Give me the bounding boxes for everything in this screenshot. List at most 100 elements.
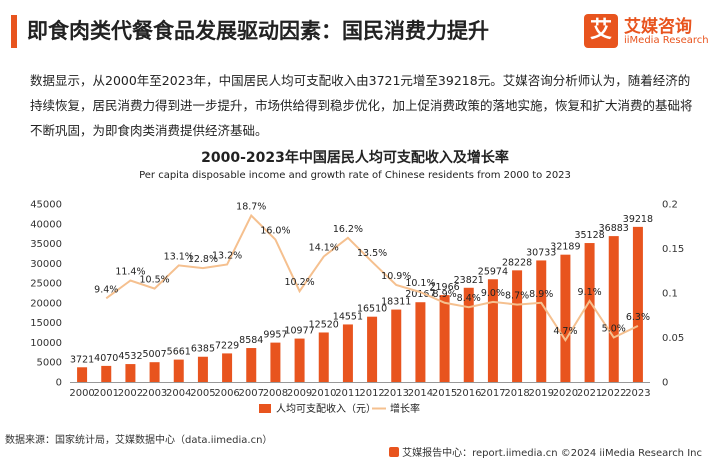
growth-label: 10.9% <box>381 271 411 282</box>
logo-text-en: iiMedia Research <box>624 35 709 46</box>
income-bar <box>367 316 378 382</box>
growth-label: 10.2% <box>284 277 314 288</box>
chart-subtitle: Per capita disposable income and growth … <box>139 170 571 181</box>
income-bar-label: 23821 <box>454 275 484 286</box>
income-bar <box>584 243 595 382</box>
income-bar <box>125 364 136 382</box>
growth-label: 10.1% <box>405 278 435 289</box>
income-bar <box>294 338 305 382</box>
income-bar-label: 12520 <box>309 319 339 330</box>
x-tick-label: 2009 <box>287 388 312 399</box>
income-bar <box>197 356 208 382</box>
report-center-icon <box>389 447 400 457</box>
left-y-axis: 0 5000 10000 15000 20000 25000 30000 35000 40000… <box>30 200 62 389</box>
x-tick-label: 2015 <box>432 388 457 399</box>
growth-label: 16.2% <box>333 224 363 235</box>
income-growth-chart: 0500010000150002000025000300003500040000… <box>30 200 684 416</box>
growth-label: 10.5% <box>139 275 169 286</box>
income-bar-label: 10977 <box>284 326 314 337</box>
income-bar-label: 5007 <box>142 349 166 360</box>
growth-label: 16.0% <box>260 226 290 237</box>
income-bar-label: 5661 <box>167 347 191 358</box>
growth-label: 11.4% <box>115 267 145 278</box>
x-tick-label: 2016 <box>456 388 481 399</box>
growth-label: 9.4% <box>94 284 118 295</box>
x-tick-label: 2022 <box>601 388 626 399</box>
x-tick-label: 2021 <box>577 388 602 399</box>
income-bar-label: 8584 <box>239 335 263 346</box>
x-tick-label: 2005 <box>190 388 215 399</box>
x-tick-label: 2006 <box>214 388 239 399</box>
growth-line: 9.4% 11.4%10.5% 13.1%12.8%13.2% 18.7% 16.0% 1… <box>94 202 650 343</box>
y-right-tick-label: 0.05 <box>662 333 684 344</box>
y-left-tick-label: 35000 <box>30 239 62 250</box>
chart-title: 2000-2023年中国居民人均可支配收入及增长率 <box>201 150 509 166</box>
legend-swatch-income <box>259 404 271 413</box>
right-y-axis: 0 0.05 0.1 0.15 0.2 <box>662 200 684 389</box>
income-bar <box>512 270 523 382</box>
x-tick-label: 2018 <box>504 388 529 399</box>
income-bar-label: 9957 <box>263 330 287 341</box>
growth-label: 9.0% <box>481 288 505 299</box>
x-tick-label: 2000 <box>69 388 94 399</box>
growth-label: 12.8% <box>188 254 218 265</box>
x-axis: 2000200120022003200420052006200720082009… <box>69 382 651 399</box>
income-bar <box>608 236 619 382</box>
x-tick-label: 2003 <box>142 388 167 399</box>
income-bar-label: 20167 <box>405 289 435 300</box>
y-left-tick-label: 30000 <box>30 259 62 270</box>
income-bar <box>77 367 88 382</box>
income-bar <box>487 279 498 382</box>
y-left-tick-label: 40000 <box>30 219 62 230</box>
y-left-tick-label: 15000 <box>30 318 62 329</box>
y-left-tick-label: 25000 <box>30 279 62 290</box>
growth-label: 8.4% <box>457 293 481 304</box>
income-bar-label: 25974 <box>478 266 508 277</box>
x-tick-label: 2023 <box>625 388 650 399</box>
income-bar-label: 3721 <box>70 354 94 365</box>
x-tick-label: 2001 <box>94 388 119 399</box>
x-tick-label: 2011 <box>335 388 360 399</box>
income-bars: 3721 4070 4532 5007 5661 6385 7229 8584 99571097… <box>70 214 653 382</box>
page-title: 即食肉类代餐食品发展驱动因素：国民消费力提升 <box>27 19 489 43</box>
income-bar <box>536 260 547 382</box>
income-bar-label: 21966 <box>429 282 459 293</box>
y-right-tick-label: 0.1 <box>662 289 678 300</box>
growth-label: 8.9% <box>433 289 457 300</box>
x-tick-label: 2020 <box>553 388 578 399</box>
logo-text-cn: 艾媒咨询 <box>624 17 692 37</box>
growth-label: 5.0% <box>602 324 626 335</box>
income-bar <box>463 287 474 382</box>
y-right-tick-label: 0.2 <box>662 200 678 211</box>
x-tick-label: 2010 <box>311 388 336 399</box>
income-bar <box>173 359 184 382</box>
growth-label: 14.1% <box>309 243 339 254</box>
growth-label: 18.7% <box>236 202 266 213</box>
income-bar-label: 18311 <box>381 297 411 308</box>
data-source: 数据来源：国家统计局，艾媒数据中心（data.iimedia.cn） <box>5 435 273 446</box>
income-bar-label: 4532 <box>118 351 142 362</box>
growth-label: 13.1% <box>164 251 194 262</box>
income-bar-label: 4070 <box>94 353 118 364</box>
income-bar-label: 36883 <box>599 223 629 234</box>
growth-series-line <box>105 213 639 343</box>
x-tick-label: 2004 <box>166 388 191 399</box>
title-accent-bar <box>11 15 17 48</box>
x-tick-label: 2002 <box>118 388 143 399</box>
x-tick-label: 2012 <box>359 388 384 399</box>
growth-label: 8.9% <box>529 289 553 300</box>
x-tick-label: 2014 <box>408 388 433 399</box>
x-tick-label: 2008 <box>263 388 288 399</box>
income-bar-label: 7229 <box>215 340 239 351</box>
y-left-tick-label: 20000 <box>30 298 62 309</box>
income-bar-label: 30733 <box>526 247 556 258</box>
growth-label: 13.2% <box>212 251 242 262</box>
growth-label: 8.7% <box>505 291 529 302</box>
y-left-tick-label: 0 <box>56 378 62 389</box>
x-tick-label: 2007 <box>239 388 264 399</box>
income-bar <box>391 309 402 382</box>
income-bar <box>270 342 281 382</box>
y-right-tick-label: 0 <box>662 378 668 389</box>
x-tick-label: 2017 <box>480 388 505 399</box>
growth-label: 4.7% <box>553 326 577 337</box>
